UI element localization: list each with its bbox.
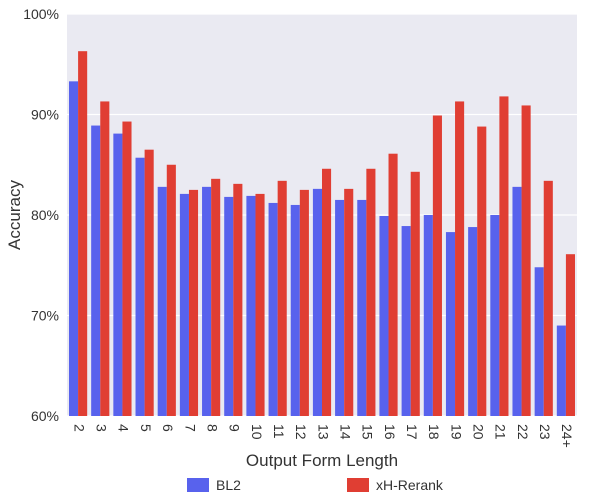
bar-BL2-2 (69, 81, 78, 416)
xtick-label: 20 (471, 424, 487, 440)
ytick-label: 100% (23, 6, 59, 22)
bar-xH-Rerank-21 (499, 96, 508, 416)
bar-BL2-7 (180, 194, 189, 416)
bar-BL2-3 (91, 126, 100, 416)
bar-xH-Rerank-9 (233, 184, 242, 416)
bar-xH-Rerank-14 (344, 189, 353, 416)
bar-BL2-6 (158, 187, 167, 416)
xtick-label: 24+ (559, 424, 575, 448)
xtick-label: 23 (537, 424, 553, 440)
bar-xH-Rerank-18 (433, 116, 442, 417)
bar-xH-Rerank-4 (122, 122, 131, 416)
bar-xH-Rerank-16 (389, 154, 398, 416)
xtick-label: 5 (138, 424, 154, 432)
chart-svg: 60%70%80%90%100%234567891011121314151617… (0, 0, 592, 502)
xtick-label: 11 (271, 424, 287, 439)
bar-BL2-21 (490, 215, 499, 416)
legend-label-xH-Rerank: xH-Rerank (376, 477, 444, 493)
bar-BL2-24+ (557, 326, 566, 416)
xtick-label: 6 (160, 424, 176, 432)
bar-xH-Rerank-11 (278, 181, 287, 416)
y-axis-label: Accuracy (5, 180, 24, 250)
bar-xH-Rerank-22 (522, 105, 531, 416)
bar-BL2-16 (379, 216, 388, 416)
bar-xH-Rerank-5 (145, 150, 154, 416)
bar-BL2-20 (468, 227, 477, 416)
xtick-label: 12 (293, 424, 309, 440)
xtick-label: 15 (360, 424, 376, 440)
bar-xH-Rerank-17 (411, 172, 420, 416)
bar-xH-Rerank-10 (255, 194, 264, 416)
x-axis-label: Output Form Length (246, 451, 398, 470)
bar-xH-Rerank-13 (322, 169, 331, 416)
bar-BL2-5 (136, 158, 145, 416)
ytick-label: 90% (31, 107, 59, 123)
xtick-label: 3 (94, 424, 110, 432)
bar-BL2-23 (535, 267, 544, 416)
xtick-label: 19 (448, 424, 464, 440)
xtick-label: 17 (404, 424, 420, 440)
xtick-label: 22 (515, 424, 531, 440)
xtick-label: 7 (182, 424, 198, 432)
legend-label-BL2: BL2 (216, 477, 241, 493)
bar-BL2-9 (224, 197, 233, 416)
xtick-label: 13 (315, 424, 331, 440)
bar-BL2-10 (246, 196, 255, 416)
bar-xH-Rerank-7 (189, 190, 198, 416)
legend: BL2 xH-Rerank (187, 477, 444, 493)
ytick-label: 60% (31, 408, 59, 424)
bar-BL2-17 (402, 226, 411, 416)
bar-xH-Rerank-12 (300, 190, 309, 416)
bar-BL2-15 (357, 200, 366, 416)
bar-xH-Rerank-15 (366, 169, 375, 416)
bar-BL2-13 (313, 189, 322, 416)
xtick-label: 4 (116, 424, 132, 432)
xtick-label: 16 (382, 424, 398, 440)
xtick-label: 8 (204, 424, 220, 432)
bar-BL2-12 (291, 205, 300, 416)
bar-BL2-22 (512, 187, 521, 416)
legend-swatch-BL2 (187, 478, 209, 492)
ytick-label: 70% (31, 308, 59, 324)
xtick-label: 9 (227, 424, 243, 432)
xtick-label: 10 (249, 424, 265, 440)
bar-BL2-14 (335, 200, 344, 416)
bar-xH-Rerank-23 (544, 181, 553, 416)
bar-xH-Rerank-19 (455, 101, 464, 416)
bar-xH-Rerank-20 (477, 127, 486, 416)
accuracy-bar-chart: 60%70%80%90%100%234567891011121314151617… (0, 0, 592, 502)
bar-BL2-18 (424, 215, 433, 416)
xtick-label: 2 (71, 424, 87, 432)
legend-swatch-xH-Rerank (347, 478, 369, 492)
ytick-label: 80% (31, 207, 59, 223)
bar-BL2-19 (446, 232, 455, 416)
bar-xH-Rerank-6 (167, 165, 176, 416)
bar-BL2-11 (269, 203, 278, 416)
bar-BL2-4 (113, 134, 122, 416)
xtick-label: 18 (426, 424, 442, 440)
bar-xH-Rerank-24+ (566, 254, 575, 416)
bar-xH-Rerank-8 (211, 179, 220, 416)
bar-xH-Rerank-2 (78, 51, 87, 416)
bar-BL2-8 (202, 187, 211, 416)
xtick-label: 14 (337, 424, 353, 440)
bar-xH-Rerank-3 (100, 101, 109, 416)
xtick-label: 21 (493, 424, 509, 440)
